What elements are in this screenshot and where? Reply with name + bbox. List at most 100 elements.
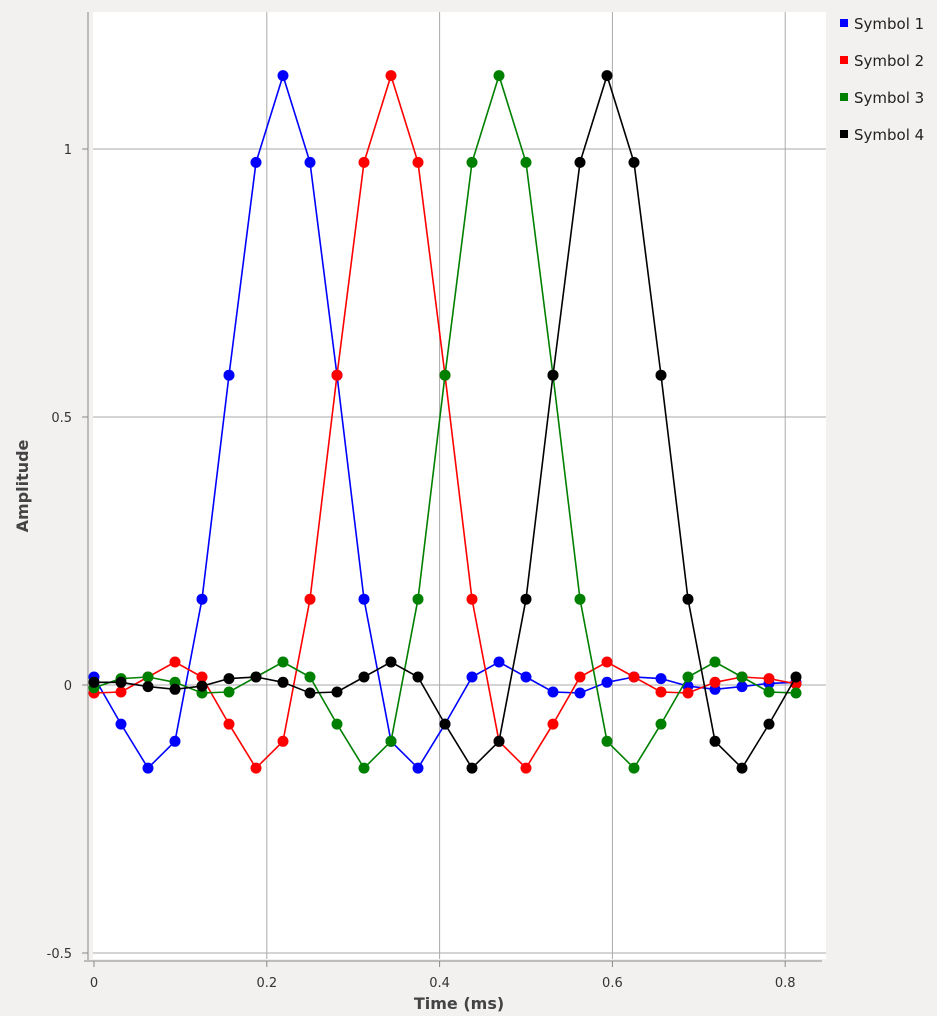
data-point (277, 656, 289, 668)
data-point (196, 671, 208, 683)
data-point (250, 762, 262, 774)
data-point (628, 762, 640, 774)
data-point (385, 70, 397, 82)
data-point (493, 656, 505, 668)
x-axis-title: Time (ms) (414, 994, 504, 1013)
data-point (574, 593, 586, 605)
data-point (574, 671, 586, 683)
data-point (250, 671, 262, 683)
legend-label: Symbol 1 (854, 15, 924, 33)
data-point (682, 671, 694, 683)
data-point (547, 369, 559, 381)
data-point (358, 593, 370, 605)
data-point (547, 718, 559, 730)
data-point (169, 656, 181, 668)
y-axis-title: Amplitude (13, 439, 32, 532)
data-point (223, 673, 235, 685)
data-point (196, 680, 208, 692)
x-tick-label: 0.2 (256, 976, 277, 991)
y-tick-label: 0.5 (51, 411, 72, 426)
data-point (736, 681, 748, 693)
legend-swatch (840, 93, 848, 101)
data-point (439, 369, 451, 381)
data-point (709, 656, 721, 668)
data-point (196, 593, 208, 605)
data-point (277, 70, 289, 82)
data-point (520, 762, 532, 774)
legend-item[interactable]: Symbol 2 (840, 52, 924, 70)
data-point (574, 687, 586, 699)
legend[interactable]: Symbol 1 Symbol 2 Symbol 3 Symbol 4 (840, 15, 924, 144)
data-point (736, 671, 748, 683)
data-point (655, 673, 667, 685)
data-point (142, 681, 154, 693)
data-point (304, 687, 316, 699)
data-point (331, 718, 343, 730)
x-tick-label: 0.6 (602, 976, 623, 991)
data-point (763, 686, 775, 698)
data-point (790, 687, 802, 699)
data-point (142, 671, 154, 683)
data-point (520, 156, 532, 168)
data-point (601, 735, 613, 747)
data-point (520, 593, 532, 605)
y-tick-label: 0 (64, 679, 72, 694)
x-tick-label: 0.8 (775, 976, 796, 991)
x-tick-label: 0.4 (429, 976, 450, 991)
data-point (412, 593, 424, 605)
y-tick-label: -0.5 (47, 947, 72, 962)
y-tick-label: 1 (64, 143, 72, 158)
data-point (763, 673, 775, 685)
data-point (115, 686, 127, 698)
data-point (277, 735, 289, 747)
data-point (574, 156, 586, 168)
data-point (223, 369, 235, 381)
data-point (547, 686, 559, 698)
data-point (763, 718, 775, 730)
data-point (439, 718, 451, 730)
data-point (304, 156, 316, 168)
data-point (88, 676, 100, 688)
data-point (709, 676, 721, 688)
legend-item[interactable]: Symbol 3 (840, 89, 924, 107)
data-point (277, 676, 289, 688)
x-tick-label: 0 (90, 976, 98, 991)
data-point (655, 369, 667, 381)
series-4 (88, 70, 802, 774)
data-point (412, 671, 424, 683)
data-point (169, 683, 181, 695)
data-point (223, 718, 235, 730)
data-point (223, 686, 235, 698)
data-point (466, 762, 478, 774)
legend-label: Symbol 3 (854, 89, 924, 107)
data-point (466, 156, 478, 168)
data-point (412, 156, 424, 168)
grid-lines (93, 12, 826, 959)
data-point (358, 671, 370, 683)
data-point (169, 735, 181, 747)
data-point (304, 671, 316, 683)
legend-item[interactable]: Symbol 4 (840, 126, 924, 144)
series-3 (88, 70, 802, 774)
data-point (142, 762, 154, 774)
data-point (115, 676, 127, 688)
axis-ticks: 0 0.2 0.4 0.6 0.8 -0.5 0 0.5 1 (47, 143, 796, 991)
data-point (709, 735, 721, 747)
legend-item[interactable]: Symbol 1 (840, 15, 924, 33)
plot-area (93, 12, 826, 959)
data-point (682, 593, 694, 605)
data-point (601, 70, 613, 82)
legend-label: Symbol 4 (854, 126, 924, 144)
data-point (682, 687, 694, 699)
data-point (304, 593, 316, 605)
legend-swatch (840, 19, 848, 27)
data-point (250, 156, 262, 168)
data-point (358, 762, 370, 774)
data-point (385, 656, 397, 668)
data-point (385, 735, 397, 747)
data-point (655, 718, 667, 730)
legend-swatch (840, 130, 848, 138)
data-point (601, 676, 613, 688)
data-point (115, 718, 127, 730)
